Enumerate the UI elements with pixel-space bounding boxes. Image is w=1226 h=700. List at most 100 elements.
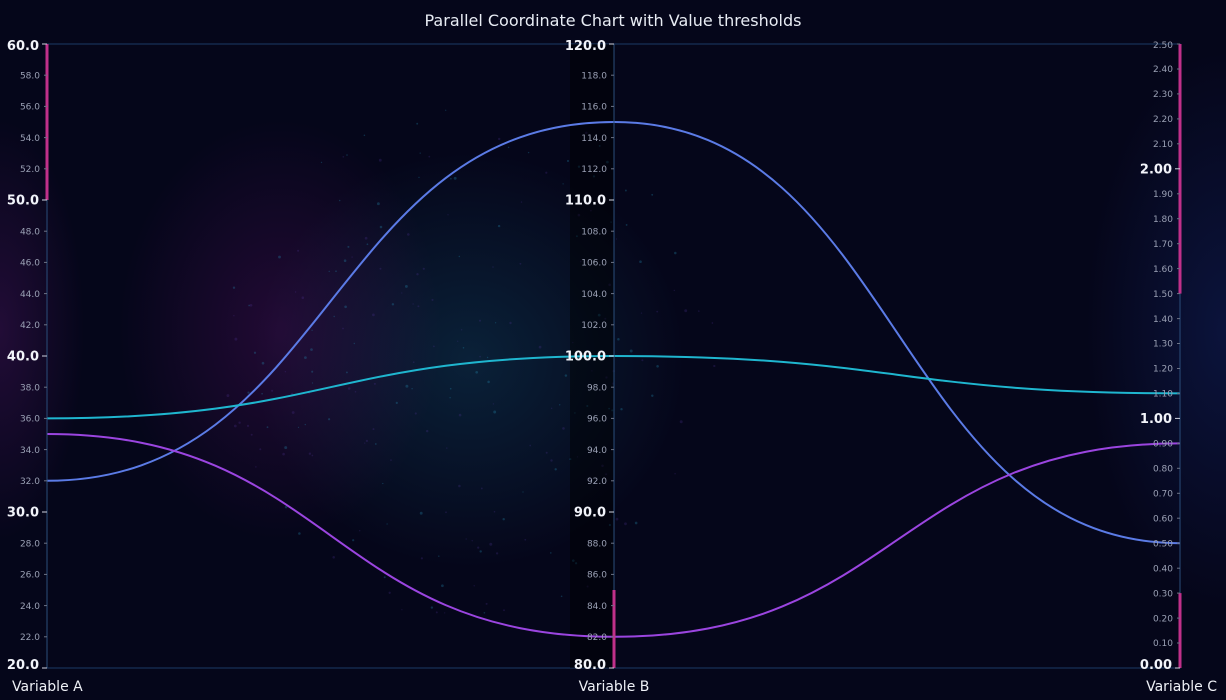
minor-tick-label: 92.0 (587, 477, 607, 487)
major-tick-label: 100.0 (565, 350, 606, 365)
background-dot (445, 109, 447, 111)
background-dot (562, 427, 565, 430)
background-dot (608, 523, 612, 527)
background-dot (446, 447, 448, 449)
background-dot (379, 267, 382, 270)
background-dot (422, 267, 425, 270)
minor-tick-label: 1.90 (1153, 190, 1173, 200)
background-dot (433, 345, 435, 348)
background-dot (390, 459, 392, 461)
background-dot (549, 552, 552, 554)
minor-tick-label: 116.0 (581, 103, 607, 113)
background-dot (372, 428, 375, 431)
background-dot (550, 407, 553, 410)
minor-tick-label: 0.90 (1153, 440, 1173, 450)
minor-tick-label: 1.60 (1153, 265, 1173, 275)
background-dot (610, 221, 612, 223)
background-dot (640, 312, 643, 314)
background-dot (492, 266, 494, 268)
background-dot (391, 303, 395, 306)
background-dot (507, 146, 510, 149)
background-dot (386, 523, 388, 525)
background-dot (419, 152, 421, 154)
background-dot (564, 374, 568, 377)
background-dot (569, 458, 572, 461)
background-dot (345, 371, 348, 374)
axes-layer: 20.0 22.0 24.0 26.0 28.0 30.0 32.0 34.0 36.0 38.0… (7, 39, 1217, 695)
background-dot (486, 356, 489, 359)
minor-tick-label: 44.0 (20, 290, 40, 300)
background-dot (376, 202, 380, 206)
minor-tick-label: 108.0 (581, 227, 607, 237)
minor-tick-label: 2.40 (1153, 65, 1173, 75)
background-dot (297, 426, 300, 429)
background-dot (489, 542, 493, 546)
background-dot (388, 591, 391, 594)
background-dot (352, 539, 355, 542)
minor-tick-label: 98.0 (587, 383, 607, 393)
background-dot (271, 389, 274, 392)
minor-tick-label: 94.0 (587, 446, 607, 456)
background-dot (674, 251, 677, 255)
background-dot (414, 412, 417, 415)
minor-tick-label: 46.0 (20, 259, 40, 269)
background-dot (529, 444, 532, 447)
minor-tick-label: 0.70 (1153, 490, 1173, 500)
background-dot (577, 213, 581, 217)
minor-tick-label: 1.50 (1153, 290, 1173, 300)
major-tick-label: 40.0 (7, 350, 39, 365)
background-dot (586, 404, 589, 408)
minor-tick-label: 0.10 (1153, 639, 1173, 649)
background-dot (579, 260, 582, 263)
background-dot (363, 134, 366, 137)
minor-tick-label: 1.10 (1153, 390, 1173, 400)
background-dot (502, 517, 505, 521)
background-dot (450, 177, 452, 180)
background-dot (674, 473, 676, 475)
background-dot (601, 464, 604, 468)
minor-tick-label: 0.80 (1153, 465, 1173, 475)
background-dot (522, 491, 524, 493)
minor-tick-label: 86.0 (587, 571, 607, 581)
axis-title: Variable A (12, 679, 83, 695)
background-dot (478, 319, 482, 322)
major-tick-label: 1.00 (1140, 412, 1172, 427)
background-dot (457, 340, 459, 342)
background-dot (333, 315, 335, 318)
background-dot (335, 270, 337, 273)
background-dot (311, 454, 314, 457)
background-dot (378, 158, 382, 162)
background-dot (524, 538, 527, 541)
background-dot (615, 238, 618, 240)
minor-tick-label: 54.0 (20, 134, 40, 144)
background-dot (572, 341, 574, 344)
background-dot (651, 193, 654, 196)
background-dot (629, 349, 633, 353)
background-dot (328, 418, 331, 421)
background-dot (379, 225, 383, 229)
plot-border-left (46, 43, 615, 669)
axis-group: 20.0 22.0 24.0 26.0 28.0 30.0 32.0 34.0 36.0 38.0… (7, 39, 83, 695)
background-dot (608, 407, 611, 410)
minor-tick-label: 26.0 (20, 571, 40, 581)
background-dot (679, 420, 683, 424)
background-dot (562, 183, 564, 185)
minor-tick-label: 106.0 (581, 259, 607, 269)
background-dot (351, 256, 353, 258)
background-dot (572, 559, 575, 562)
background-dot (405, 384, 409, 388)
minor-tick-label: 34.0 (20, 446, 40, 456)
background-dot (344, 305, 347, 309)
background-dot (261, 392, 263, 395)
background-dot (604, 419, 607, 422)
background-dot (406, 233, 410, 236)
background-dot (404, 284, 408, 288)
background-dot (591, 370, 593, 372)
background-dot (343, 259, 347, 262)
background-dot (310, 348, 313, 351)
background-dot (624, 522, 627, 526)
major-tick-label: 110.0 (565, 194, 606, 209)
background-dot (365, 439, 369, 443)
background-dot (342, 156, 345, 158)
background-dot (359, 530, 361, 532)
